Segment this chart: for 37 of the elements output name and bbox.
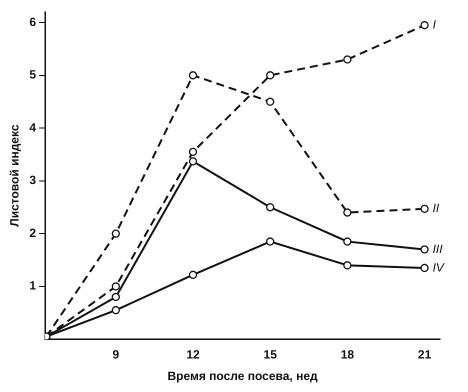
x-axis-title: Время после посева, нед bbox=[167, 369, 318, 384]
y-tick-label: 2 bbox=[29, 226, 36, 240]
point bbox=[188, 71, 198, 80]
series-label: IV bbox=[432, 260, 445, 274]
point bbox=[420, 245, 429, 254]
point bbox=[343, 208, 352, 217]
point bbox=[112, 292, 120, 302]
point bbox=[420, 21, 429, 30]
y-axis-title: Листовой индекс bbox=[8, 124, 22, 227]
series-label: II bbox=[432, 201, 440, 216]
y-tick-label: 6 bbox=[29, 14, 36, 29]
point bbox=[112, 230, 120, 238]
point bbox=[266, 71, 274, 80]
point bbox=[420, 204, 429, 213]
x-tick-label: 21 bbox=[418, 348, 432, 362]
x-tick-label: 18 bbox=[340, 348, 354, 362]
y-tick-label: 4 bbox=[29, 120, 36, 134]
point bbox=[343, 261, 352, 270]
point bbox=[112, 306, 120, 314]
point bbox=[266, 203, 274, 212]
point bbox=[112, 282, 120, 291]
y-tick-label: 1 bbox=[29, 278, 36, 293]
y-tick-label: 3 bbox=[29, 173, 36, 188]
y-tick-label: 5 bbox=[29, 68, 36, 82]
point bbox=[266, 98, 274, 106]
point bbox=[188, 270, 198, 279]
point bbox=[188, 148, 198, 156]
point bbox=[343, 237, 352, 246]
x-tick-label: 9 bbox=[112, 348, 120, 362]
point bbox=[188, 157, 198, 166]
point bbox=[266, 237, 274, 246]
point bbox=[343, 55, 352, 64]
series-label: III bbox=[432, 242, 444, 256]
x-tick-label: 12 bbox=[186, 348, 200, 362]
series-label: I bbox=[432, 18, 437, 32]
x-tick-label: 15 bbox=[264, 348, 278, 362]
point bbox=[420, 264, 429, 272]
